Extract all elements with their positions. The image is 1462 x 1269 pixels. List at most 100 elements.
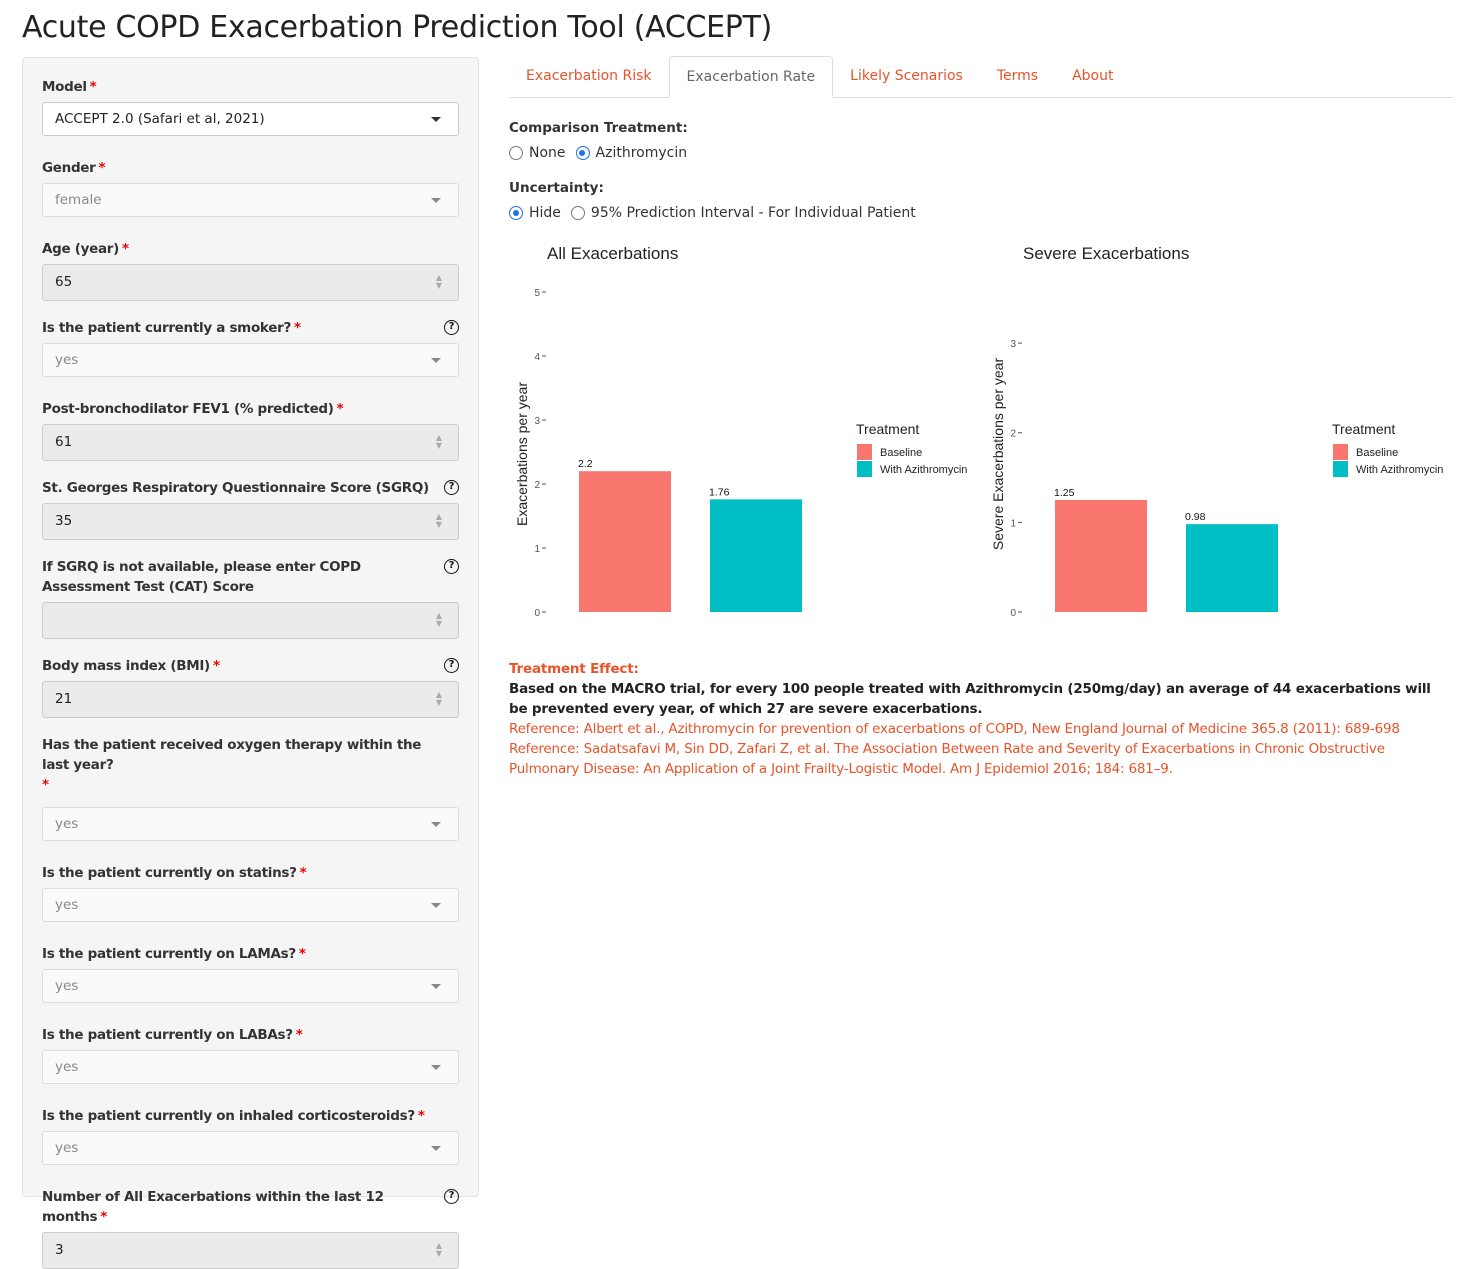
comparison-label: Comparison Treatment:	[509, 120, 688, 136]
caret-down-icon	[431, 903, 441, 908]
y-tick-label: 3	[1010, 339, 1016, 350]
fev1-input[interactable]: 61 ▲ ▼	[42, 424, 459, 461]
caret-down-icon	[431, 822, 441, 827]
exacerbations-input[interactable]: 3 ▲ ▼	[42, 1232, 459, 1269]
required-marker: *	[212, 658, 220, 674]
statins-value: yes	[55, 897, 79, 913]
caret-down-icon	[431, 198, 441, 203]
smoker-label: Is the patient currently a smoker?	[42, 320, 291, 336]
bar-baseline	[579, 471, 671, 612]
input-sidebar: Model * ACCEPT 2.0 (Safari et al, 2021) G…	[22, 57, 479, 1269]
y-tick-label: 4	[534, 352, 540, 363]
tab-terms[interactable]: Terms	[996, 68, 1039, 84]
required-marker: *	[89, 79, 97, 95]
bmi-field: Body mass index (BMI) * ? 21 ▲ ▼	[42, 656, 459, 718]
spinner-icon[interactable]: ▲ ▼	[435, 273, 442, 290]
oxygen-field: Has the patient received oxygen therapy …	[42, 735, 459, 841]
caret-down-icon	[431, 117, 441, 122]
cat-label: If SGRQ is not available, please enter C…	[42, 559, 361, 595]
tab-about[interactable]: About	[1072, 68, 1114, 84]
required-marker: *	[298, 946, 306, 962]
radio-hide-label: Hide	[529, 205, 561, 221]
tab-likely-scenarios[interactable]: Likely Scenarios	[850, 68, 963, 84]
gender-label: Gender	[42, 160, 96, 176]
required-marker: *	[336, 401, 344, 417]
radio-hide[interactable]: Hide	[509, 203, 561, 223]
model-value: ACCEPT 2.0 (Safari et al, 2021)	[55, 111, 265, 127]
statins-select[interactable]: yes	[42, 888, 459, 922]
laba-select[interactable]: yes	[42, 1050, 459, 1084]
smoker-value: yes	[55, 352, 79, 368]
oxygen-select[interactable]: yes	[42, 807, 459, 841]
y-tick-label: 2	[534, 480, 540, 491]
spinner-icon[interactable]: ▲ ▼	[435, 1241, 442, 1258]
model-label: Model	[42, 79, 87, 95]
main-panel: Exacerbation Risk Exacerbation Rate Like…	[509, 56, 1453, 223]
fev1-field: Post-bronchodilator FEV1 (% predicted) * …	[42, 399, 459, 461]
age-input[interactable]: 65 ▲ ▼	[42, 264, 459, 301]
lama-label: Is the patient currently on LAMAs?	[42, 946, 296, 962]
treatment-effect-title: Treatment Effect:	[509, 661, 639, 677]
ics-select[interactable]: yes	[42, 1131, 459, 1165]
smoker-field: Is the patient currently a smoker? * ? ye…	[42, 318, 459, 377]
radio-checked-icon[interactable]	[509, 206, 523, 220]
legend-swatch	[857, 444, 872, 460]
radio-azithromycin[interactable]: Azithromycin	[575, 143, 687, 163]
bmi-value: 21	[55, 691, 73, 707]
y-axis-label: Severe Exacerbations per year	[990, 358, 1006, 551]
spinner-icon[interactable]: ▲ ▼	[435, 433, 442, 450]
radio-prediction-interval[interactable]: 95% Prediction Interval - For Individual…	[570, 203, 916, 223]
model-select[interactable]: ACCEPT 2.0 (Safari et al, 2021)	[42, 102, 459, 136]
treatment-effect: Treatment Effect: Based on the MACRO tri…	[509, 659, 1453, 779]
help-icon[interactable]: ?	[444, 480, 459, 495]
radio-checked-icon[interactable]	[575, 146, 590, 160]
legend-swatch	[1333, 461, 1348, 477]
gender-select[interactable]: female	[42, 183, 459, 217]
smoker-select[interactable]: yes	[42, 343, 459, 377]
legend-label: With Azithromycin	[880, 464, 967, 476]
chart-title: Severe Exacerbations	[1023, 244, 1189, 263]
gender-field: Gender * female	[42, 158, 459, 217]
gender-value: female	[55, 192, 102, 208]
help-icon[interactable]: ?	[444, 559, 459, 574]
all-exacerbations-chart: All Exacerbations Exacerbations per year 0…	[514, 244, 967, 619]
uncertainty-label: Uncertainty:	[509, 180, 604, 196]
lama-select[interactable]: yes	[42, 969, 459, 1003]
laba-label: Is the patient currently on LABAs?	[42, 1027, 293, 1043]
reference-albert: Reference: Albert et al., Azithromycin f…	[509, 721, 1400, 737]
tab-exacerbation-rate[interactable]: Exacerbation Rate	[668, 56, 834, 98]
sgrq-field: St. Georges Respiratory Questionnaire Sc…	[42, 478, 459, 540]
y-tick-label: 1	[1010, 518, 1016, 529]
radio-prediction-interval-label: 95% Prediction Interval - For Individual…	[590, 205, 916, 221]
comparison-radio-group: None Azithromycin	[509, 143, 1453, 163]
y-tick-label: 2	[1010, 429, 1016, 440]
help-icon[interactable]: ?	[444, 1189, 459, 1204]
severe-exacerbations-chart: Severe Exacerbations Severe Exacerbations…	[990, 244, 1443, 619]
spinner-icon[interactable]: ▲ ▼	[435, 690, 442, 707]
sgrq-input[interactable]: 35 ▲ ▼	[42, 503, 459, 540]
help-icon[interactable]: ?	[444, 320, 459, 335]
tab-exacerbation-risk[interactable]: Exacerbation Risk	[526, 68, 652, 84]
bar-with-azithromycin	[1186, 524, 1278, 612]
legend-title: Treatment	[1332, 421, 1395, 437]
caret-down-icon	[431, 1146, 441, 1151]
spinner-icon[interactable]: ▲ ▼	[435, 512, 442, 529]
chart-title: All Exacerbations	[547, 244, 678, 263]
ics-field: Is the patient currently on inhaled cort…	[42, 1106, 459, 1165]
radio-unchecked-icon[interactable]	[509, 146, 523, 160]
cat-field: If SGRQ is not available, please enter C…	[42, 557, 459, 639]
cat-input[interactable]: ▲ ▼	[42, 602, 459, 639]
radio-unchecked-icon[interactable]	[570, 206, 585, 220]
legend-title: Treatment	[856, 421, 919, 437]
required-marker: *	[122, 241, 129, 257]
oxygen-label: Has the patient received oxygen therapy …	[42, 737, 422, 773]
legend-label: Baseline	[880, 447, 922, 459]
y-tick-label: 5	[534, 288, 540, 299]
bmi-input[interactable]: 21 ▲ ▼	[42, 681, 459, 718]
y-tick-label: 3	[534, 416, 540, 427]
laba-field: Is the patient currently on LABAs? * yes	[42, 1025, 459, 1084]
radio-none[interactable]: None	[509, 143, 566, 163]
spinner-icon[interactable]: ▲ ▼	[435, 611, 442, 628]
help-icon[interactable]: ?	[444, 658, 459, 673]
page-title: Acute COPD Exacerbation Prediction Tool …	[22, 10, 772, 45]
